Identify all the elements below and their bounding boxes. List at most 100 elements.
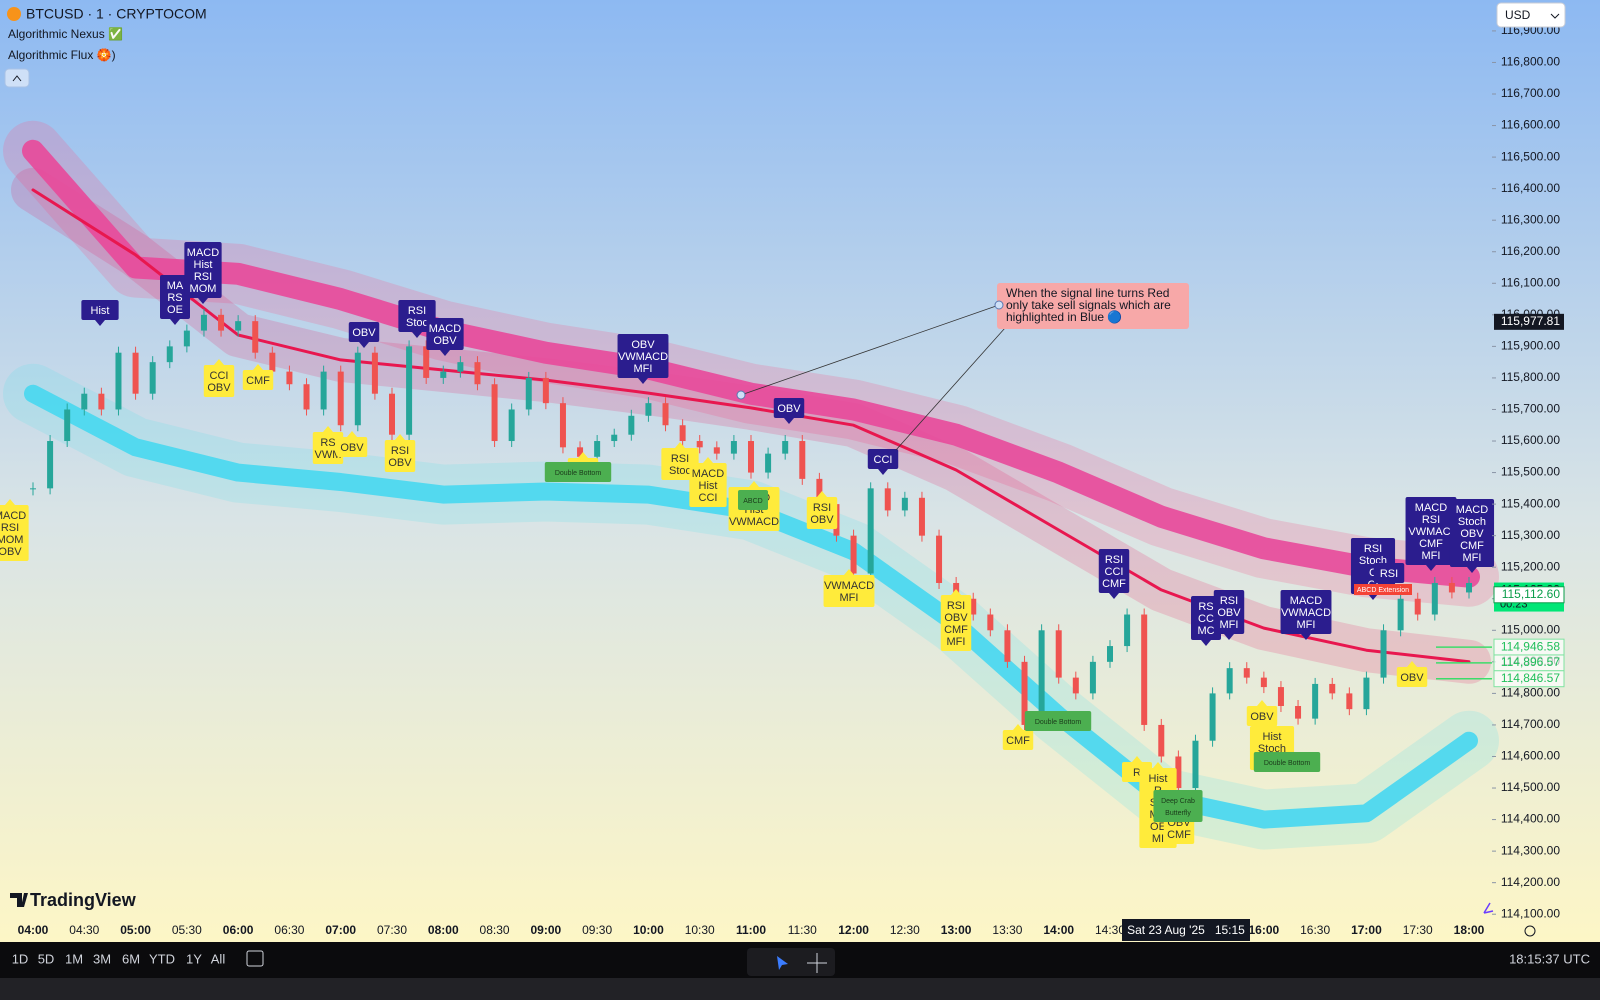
candle xyxy=(525,377,532,410)
y-tick-label: 116,400.00 xyxy=(1501,181,1560,195)
candle xyxy=(611,434,618,442)
x-tick-label: 07:00 xyxy=(325,923,356,937)
range-button[interactable]: 6M xyxy=(122,951,140,966)
signal-text: Double Bottom xyxy=(555,470,601,477)
signal-text: RSI xyxy=(1364,543,1382,555)
signal-text: VWMACI xyxy=(1408,526,1453,538)
signal-text: CCI xyxy=(699,492,718,504)
candle xyxy=(594,441,601,457)
signal-text: RSI xyxy=(391,445,409,457)
cursor-tool[interactable] xyxy=(777,956,788,970)
candle xyxy=(149,362,156,394)
signal-text: MACD xyxy=(187,247,219,259)
range-button[interactable]: 1Y xyxy=(186,951,202,966)
signal-label xyxy=(940,595,972,651)
x-tick-label: 04:00 xyxy=(18,923,49,937)
indicator[interactable]: Algorithmic Flux 🏵️) xyxy=(8,48,116,62)
settings-icon[interactable] xyxy=(1524,925,1536,937)
candle xyxy=(1141,614,1148,725)
symbol[interactable]: BTCUSD · 1 · CRYPTOCOM xyxy=(26,6,207,22)
signal-text: OBV xyxy=(1400,672,1424,684)
candle xyxy=(47,441,54,489)
signal-text: Double Bottom xyxy=(1264,760,1310,767)
signal-text: RSI xyxy=(671,453,689,465)
x-tick-label: 14:30 xyxy=(1095,923,1125,937)
signal-text: OBV xyxy=(1217,607,1241,619)
signal-text: Hist xyxy=(194,259,213,271)
currency-select[interactable] xyxy=(1496,2,1566,28)
candle xyxy=(81,393,88,410)
candle xyxy=(765,453,772,473)
signal-text: MC xyxy=(1197,625,1214,637)
signal-text: MACD xyxy=(1290,595,1322,607)
signal-label xyxy=(336,437,368,457)
candle xyxy=(542,377,549,404)
signal-text: RSI xyxy=(194,271,212,283)
collapse-button[interactable] xyxy=(4,68,30,88)
range-button[interactable]: 5D xyxy=(38,951,55,966)
range-button[interactable]: 1M xyxy=(65,951,83,966)
signal-pointer xyxy=(395,434,405,440)
signal-text: RSI xyxy=(813,502,831,514)
signal-pointer xyxy=(323,426,333,432)
anchor-point[interactable] xyxy=(994,300,1004,310)
y-tick-label: 115,300.00 xyxy=(1501,528,1560,542)
candle xyxy=(901,497,908,511)
candle xyxy=(1448,582,1455,593)
signal-pointer xyxy=(1153,762,1163,768)
clock: 18:15:37 UTC xyxy=(1509,951,1590,966)
signal-label xyxy=(806,497,838,529)
candle xyxy=(1414,598,1421,615)
signal-label xyxy=(184,242,222,298)
signal-text: Stoch xyxy=(1458,516,1486,528)
y-tick-label: 116,700.00 xyxy=(1501,86,1560,100)
signal-pointer xyxy=(1426,565,1436,571)
signal-pointer xyxy=(1257,700,1267,706)
range-button[interactable]: 3M xyxy=(93,951,111,966)
annotation-box[interactable] xyxy=(997,283,1189,329)
signal-pointer xyxy=(170,319,180,325)
x-tick-label: 06:30 xyxy=(274,923,304,937)
signal-text: OE xyxy=(1150,821,1166,833)
date-range-icon[interactable] xyxy=(246,950,264,967)
scroll-icon[interactable] xyxy=(1483,902,1494,914)
candle xyxy=(696,441,703,448)
signal-text: Hist xyxy=(1149,773,1168,785)
coin-icon xyxy=(7,7,21,21)
crosshair-tool[interactable] xyxy=(807,953,827,973)
candle xyxy=(1089,661,1096,694)
signal-text: CMF xyxy=(1167,829,1191,841)
brand-logo xyxy=(10,893,28,907)
signal-text: MFI xyxy=(1463,552,1482,564)
brand[interactable]: TradingView xyxy=(30,890,137,910)
anchor-point[interactable] xyxy=(736,390,746,400)
signal-text: CCI xyxy=(874,454,893,466)
x-tick-label: 18:00 xyxy=(1454,923,1485,937)
y-tick-label: 115,500.00 xyxy=(1501,465,1560,479)
range-button[interactable]: 1D xyxy=(12,951,29,966)
dropdown-icon xyxy=(1550,13,1560,19)
candle xyxy=(183,330,190,347)
signal-text: OBV xyxy=(777,403,801,415)
candle xyxy=(662,403,669,426)
signal-label xyxy=(867,449,899,469)
signal-text: OBV xyxy=(340,442,364,454)
signal-pointer xyxy=(784,418,794,424)
x-tick-label: 08:00 xyxy=(428,923,459,937)
indicator[interactable]: Algorithmic Nexus ✅ xyxy=(8,27,123,41)
candle xyxy=(320,371,327,410)
candle xyxy=(1346,693,1353,710)
range-button[interactable]: All xyxy=(211,951,226,966)
signal-label xyxy=(203,365,235,397)
y-tick-label: 114,600.00 xyxy=(1501,749,1560,763)
signal-pointer xyxy=(817,491,827,497)
signal-text: MA xyxy=(167,280,184,292)
candle xyxy=(1397,598,1404,631)
y-tick-label: 115,400.00 xyxy=(1501,496,1560,510)
candle xyxy=(850,535,857,574)
signal-pointer xyxy=(1368,594,1378,600)
range-button[interactable]: YTD xyxy=(149,951,175,966)
signal-text: VWMACD xyxy=(729,516,779,528)
